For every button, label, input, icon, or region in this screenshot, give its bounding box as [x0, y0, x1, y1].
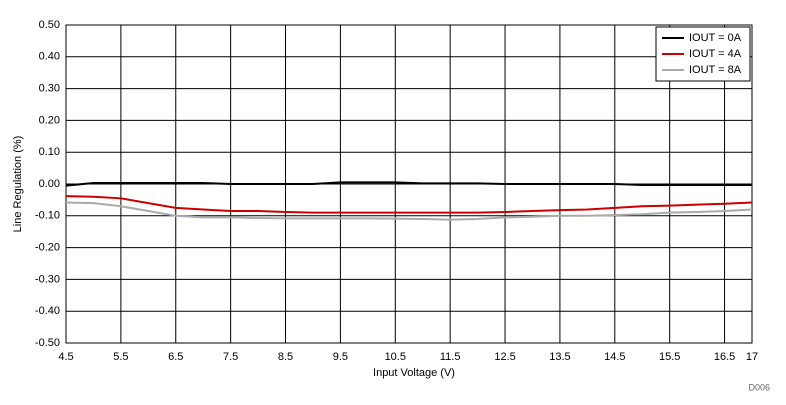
y-tick-label: 0.10	[39, 146, 60, 158]
legend-label: IOUT = 8A	[689, 64, 742, 76]
x-axis-label: Input Voltage (V)	[373, 367, 455, 379]
y-tick-label: 0.20	[39, 114, 60, 126]
figure-id: D006	[748, 382, 770, 392]
y-axis-label: Line Regulation (%)	[12, 136, 24, 233]
y-tick-label: -0.20	[35, 242, 60, 254]
y-tick-label: 0.50	[39, 19, 60, 31]
x-tick-label: 4.5	[58, 351, 73, 363]
y-tick-label: 0.30	[39, 83, 60, 95]
x-tick-label: 11.5	[440, 351, 461, 363]
x-tick-label: 9.5	[333, 351, 348, 363]
y-tick-label: -0.30	[35, 273, 60, 285]
x-tick-label: 13.5	[549, 351, 570, 363]
y-tick-label: 0.00	[39, 178, 60, 190]
x-tick-label: 14.5	[604, 351, 625, 363]
x-tick-label: 10.5	[385, 351, 406, 363]
legend-box	[655, 26, 751, 82]
x-tick-label: 8.5	[278, 351, 293, 363]
y-tick-label: -0.50	[35, 337, 60, 349]
y-tick-label: -0.10	[35, 210, 60, 222]
x-tick-label: 16.5	[714, 351, 735, 363]
y-tick-label: 0.40	[39, 51, 60, 63]
x-tick-label: 6.5	[168, 351, 183, 363]
series-line	[65, 201, 753, 221]
x-tick-label: 5.5	[113, 351, 128, 363]
x-tick-label: 7.5	[223, 351, 238, 363]
x-tick-label: 15.5	[659, 351, 680, 363]
legend-label: IOUT = 4A	[689, 48, 742, 60]
x-tick-label: 17	[746, 351, 758, 363]
series-line	[65, 181, 752, 187]
y-tick-label: -0.40	[35, 305, 60, 317]
x-tick-label: 12.5	[494, 351, 515, 363]
series-line	[65, 195, 753, 214]
legend-label: IOUT = 0A	[689, 32, 742, 44]
